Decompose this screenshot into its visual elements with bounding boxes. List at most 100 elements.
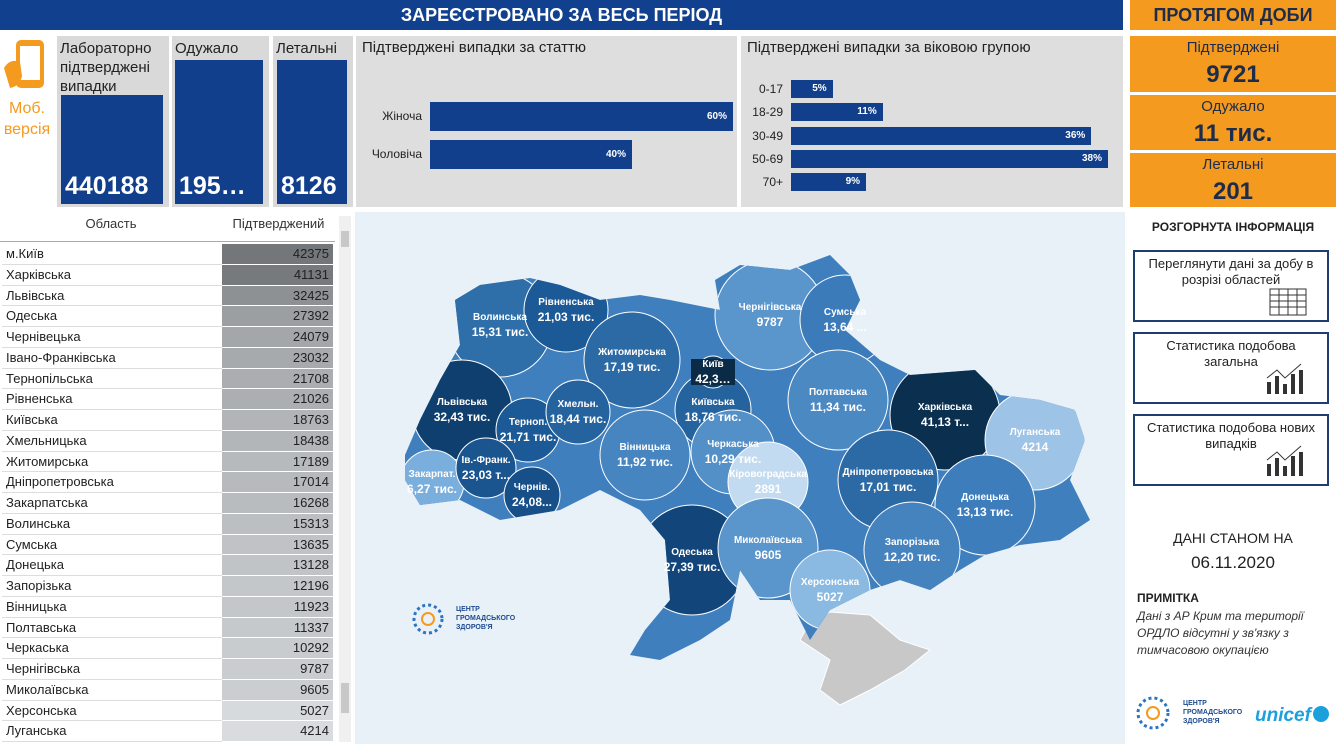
button-stats-total[interactable]: Статистика подобова загальна	[1133, 332, 1329, 404]
region-name: Одеська	[671, 547, 713, 558]
region-name: Київська	[2, 410, 222, 431]
value-label: 40%	[605, 149, 626, 160]
total-box	[175, 60, 263, 204]
region-value: 11337	[222, 617, 333, 639]
category-label: 30-49	[752, 128, 783, 143]
chart-title: Підтверджені випадки за віковою групою	[747, 39, 1031, 56]
region-name: Херсонська	[2, 701, 222, 722]
hand	[4, 60, 22, 88]
capital-box	[691, 359, 735, 385]
button-stats-new[interactable]: Статистика подобова нових випадків	[1133, 414, 1329, 486]
date: 06.11.2020	[1191, 553, 1275, 572]
region-value: 27392	[222, 306, 333, 327]
region-value: 10292	[222, 638, 333, 659]
total-label: Летальні	[276, 40, 337, 57]
region-value: 15313	[222, 513, 333, 535]
region-name: м.Київ	[2, 244, 222, 265]
region-name: Вінницька	[619, 442, 671, 453]
region-value: 41131	[222, 264, 333, 286]
unicef-logo: unicef	[1255, 705, 1313, 726]
region-name: Луганська	[1010, 427, 1061, 438]
region-name: Дніпропетровська	[843, 467, 934, 478]
region	[787, 349, 889, 451]
region-name: Хмельн.	[558, 399, 599, 410]
value-label: 60%	[706, 111, 727, 122]
scrollbar[interactable]	[339, 216, 351, 742]
bar	[791, 173, 867, 192]
logo-text: ЗДОРОВ'Я	[456, 624, 493, 631]
logo-text: ГРОМАДСЬКОГО	[456, 615, 516, 622]
region-value: 9605	[755, 548, 782, 562]
region-value: 17,01 тис.	[860, 480, 917, 494]
region-name: Кіровоградська	[729, 469, 807, 480]
info-title: РОЗГОРНУТА ІНФОРМАЦІЯ	[1151, 220, 1315, 234]
region-value: 5027	[222, 700, 333, 722]
region-table: Область Підтверджений м.Київ 42375 Харківськ…	[0, 213, 352, 744]
bar	[791, 103, 883, 122]
daily-label: Одужало	[1201, 98, 1265, 115]
daily-title: ПРОТЯГОМ ДОБИ	[1130, 0, 1336, 30]
value-label: 9%	[845, 176, 861, 188]
region-name: Рівненська	[538, 297, 594, 308]
region-value: 11,92 тис.	[617, 455, 673, 469]
region-name: Хмельницька	[2, 431, 222, 452]
region-value: 32425	[222, 285, 333, 307]
mobile-icon[interactable]	[2, 38, 52, 94]
total-value: 195…	[179, 172, 246, 200]
region-value: 16268	[222, 493, 333, 514]
region-value: 13128	[222, 555, 333, 576]
button-label: Статистика подобова загальна	[1166, 338, 1296, 369]
button-label: Статистика подобова нових випадків	[1146, 420, 1316, 451]
table-icon	[1269, 288, 1307, 316]
bar	[791, 149, 1108, 168]
value-label: 38%	[1081, 152, 1102, 164]
button-daily-regions[interactable]: Переглянути дані за добу в розрізі облас…	[1133, 250, 1329, 322]
region-value: 18,44 тис.	[550, 412, 607, 426]
region-value: 15,31 тис.	[472, 325, 529, 339]
bar	[791, 126, 1092, 145]
region-value: 21,03 тис.	[538, 310, 595, 324]
daily-box	[1130, 36, 1336, 92]
category-label: 50-69	[752, 151, 783, 166]
category-label: 0-17	[758, 82, 783, 96]
region-value: 11,34 тис.	[810, 400, 866, 414]
region-value: 13635	[222, 534, 333, 556]
column-header: Підтверджений	[222, 216, 335, 242]
logo-text: ГРОМАДСЬКОГО	[1183, 709, 1243, 716]
region-value: 4214	[222, 721, 333, 742]
region-name: Волинська	[2, 514, 222, 535]
region-name: Миколаївська	[734, 535, 803, 546]
value-label: 11%	[857, 106, 877, 118]
region-value: 17,19 тис.	[604, 360, 661, 374]
daily-label: Летальні	[1202, 156, 1264, 173]
chart-icon	[1266, 445, 1303, 476]
region-value: 5027	[817, 590, 844, 604]
region-name: Чернівецька	[2, 327, 222, 348]
region-name: Волинська	[473, 312, 527, 323]
region-name: Ів.-Франк.	[461, 455, 510, 466]
bar	[791, 80, 833, 98]
region-value: 24079	[222, 327, 333, 348]
region-name: Вінницька	[2, 597, 222, 618]
region-value: 24,08...	[512, 495, 552, 509]
region-value: 32,43 тис.	[434, 410, 491, 424]
region-value: 21026	[222, 389, 333, 410]
region	[455, 437, 517, 499]
mobile-link[interactable]: Моб. версія	[3, 100, 51, 138]
region	[545, 379, 611, 445]
region-name: Тернопільська	[2, 369, 222, 390]
region-name: Дніпропетровська	[2, 472, 222, 493]
header-title: ЗАРЕЄСТРОВАНО ЗА ВЕСЬ ПЕРІОД	[0, 0, 1123, 30]
region-value: 9787	[222, 659, 333, 680]
daily-label: Підтверджені	[1186, 39, 1280, 56]
region-value: 13,64 ...	[823, 320, 866, 334]
bar	[430, 140, 632, 169]
chart-icon	[1266, 363, 1303, 394]
daily-value: 201	[1212, 178, 1254, 205]
region-value: 41,13 т...	[921, 415, 969, 429]
daily-value: 9721	[1206, 61, 1260, 88]
region-name: Рівненська	[2, 389, 222, 410]
daily-value: 11 тис.	[1193, 120, 1273, 147]
region-value: 42,3…	[695, 372, 730, 386]
